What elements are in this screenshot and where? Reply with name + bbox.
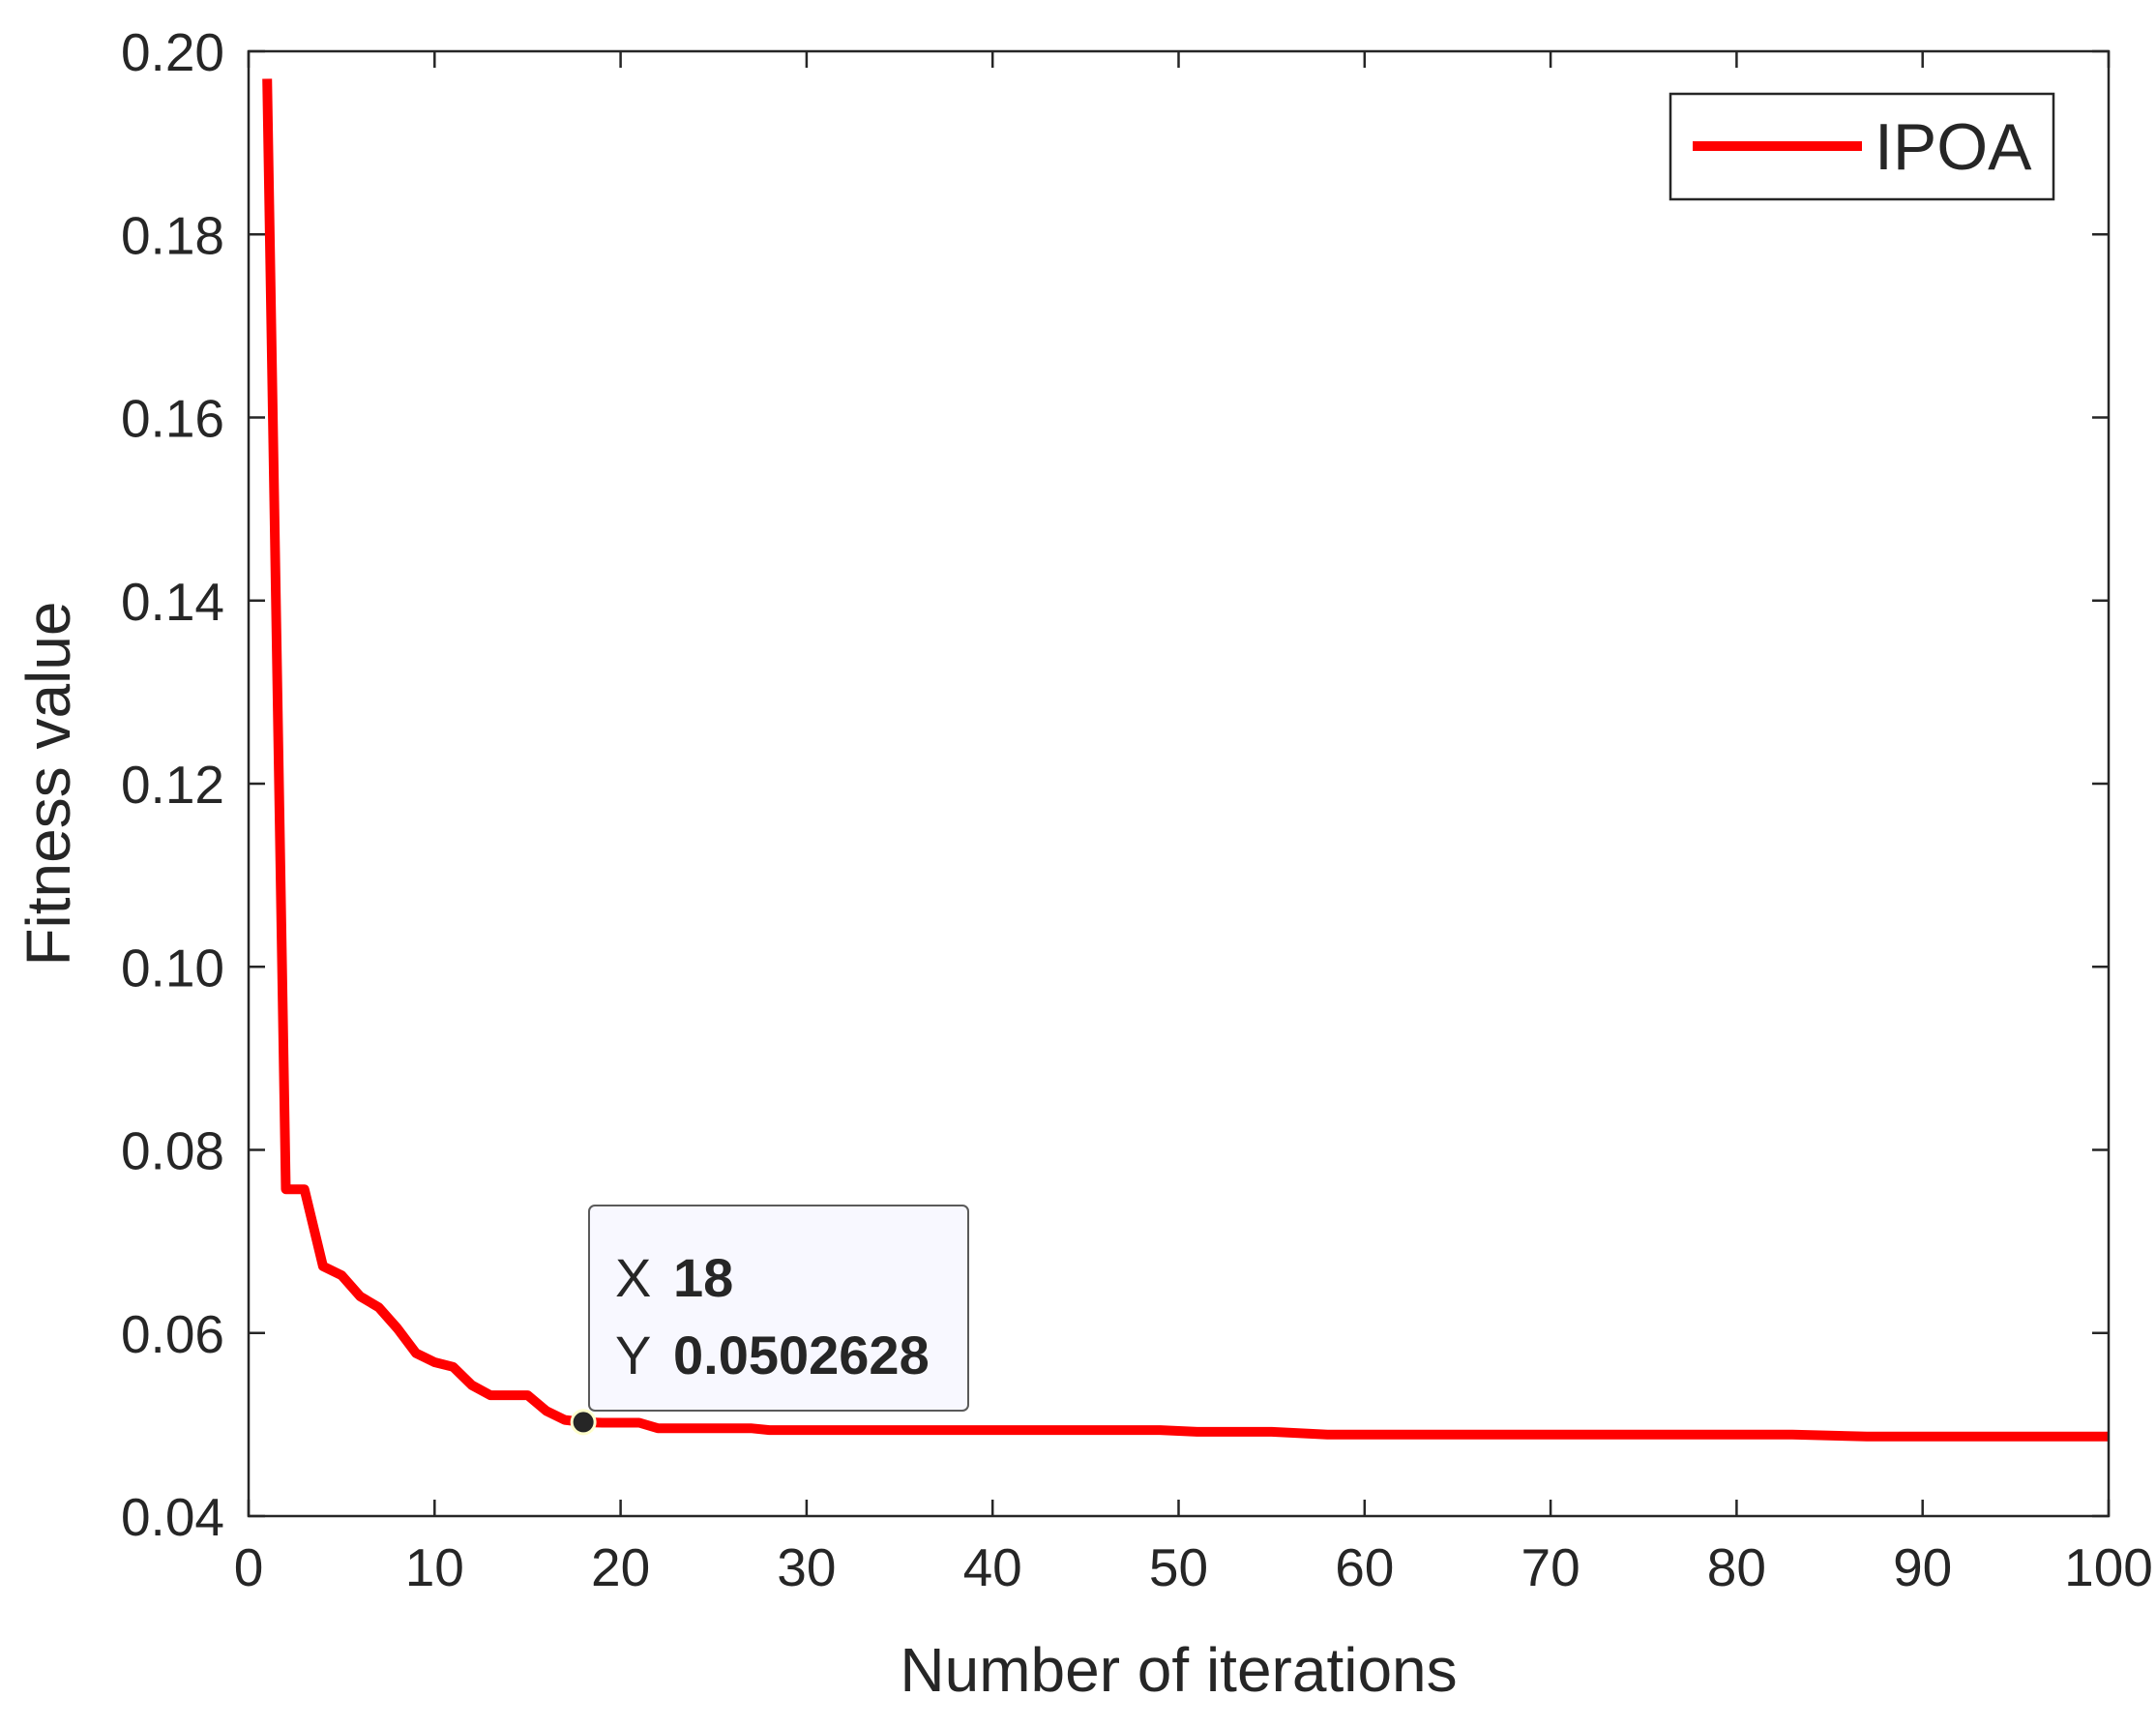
x-tick-label: 40: [963, 1537, 1022, 1597]
y-tick-label: 0.14: [121, 572, 224, 632]
y-tick-label: 0.10: [121, 938, 224, 997]
y-tick-label: 0.18: [121, 205, 224, 265]
series-line-ipoa: [262, 78, 2109, 1442]
y-axis-title: Fitness value: [14, 601, 83, 966]
x-tick-label: 10: [405, 1537, 464, 1597]
data-tip-y-key: Y: [615, 1325, 651, 1385]
y-tick-label: 0.20: [121, 22, 224, 82]
x-tick-label: 80: [1707, 1537, 1766, 1597]
y-tick-label: 0.06: [121, 1304, 224, 1364]
data-tip[interactable]: X 18 Y 0.0502628: [588, 1205, 969, 1412]
legend[interactable]: IPOA: [1669, 92, 2055, 201]
x-tick-label: 90: [1893, 1537, 1952, 1597]
x-tick-label: 70: [1521, 1537, 1580, 1597]
data-tip-y-value: 0.0502628: [673, 1325, 930, 1385]
y-tick-labels: 0.04 0.06 0.08 0.10 0.12 0.14 0.16 0.18 0.20: [121, 22, 224, 1547]
series-layer: [262, 78, 2109, 1442]
x-tick-label: 60: [1335, 1537, 1394, 1597]
x-tick-label: 50: [1149, 1537, 1208, 1597]
data-tip-x-value: 18: [673, 1247, 733, 1308]
y-tick-label: 0.16: [121, 389, 224, 449]
x-axis-title: Number of iterations: [900, 1635, 1457, 1705]
y-tick-label: 0.08: [121, 1121, 224, 1181]
data-tip-box: [588, 1205, 969, 1412]
data-tip-marker[interactable]: [570, 1409, 597, 1436]
x-tick-label: 20: [591, 1537, 650, 1597]
y-tick-label: 0.12: [121, 755, 224, 815]
data-tip-x-key: X: [615, 1247, 651, 1308]
x-tick-label: 0: [234, 1537, 264, 1597]
x-tick-labels: 0 10 20 30 40 50 60 70 80 90 100: [234, 1537, 2153, 1597]
axes-box: [247, 49, 2111, 1518]
x-tick-label: 100: [2064, 1537, 2153, 1597]
x-tick-label: 30: [777, 1537, 836, 1597]
legend-label-ipoa: IPOA: [1875, 110, 2032, 184]
y-tick-label: 0.04: [121, 1487, 224, 1547]
